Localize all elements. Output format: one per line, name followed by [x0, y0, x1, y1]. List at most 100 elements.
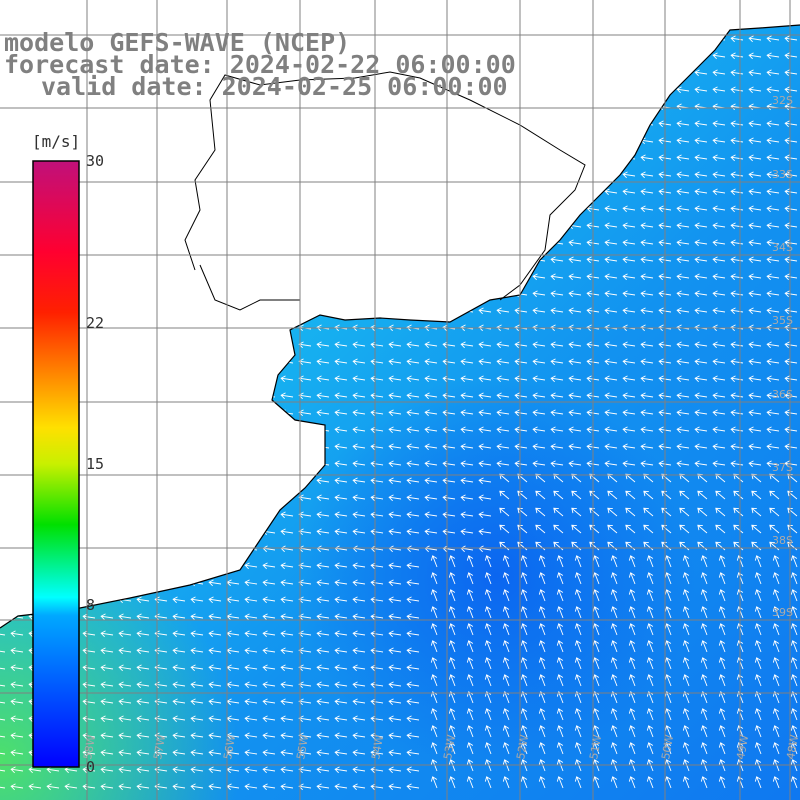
wind-arrow	[442, 409, 456, 417]
wind-arrow	[496, 460, 510, 468]
wind-arrow	[697, 473, 708, 483]
wind-arrow	[772, 708, 780, 721]
wind-arrow	[736, 589, 744, 602]
wind-arrow	[628, 725, 636, 738]
wind-arrow	[208, 647, 222, 655]
wind-arrow	[502, 623, 510, 636]
wind-arrow	[736, 606, 744, 619]
wind-arrow	[766, 341, 780, 349]
wind-arrow	[466, 589, 474, 602]
colorbar-tick-label: 15	[86, 455, 105, 473]
wind-arrow	[352, 477, 366, 485]
wind-arrow	[736, 572, 744, 585]
wind-arrow	[316, 732, 330, 740]
wind-arrow	[766, 392, 780, 400]
wind-arrow	[352, 630, 366, 638]
wind-arrow	[496, 341, 510, 349]
wind-arrow	[190, 613, 204, 621]
wind-arrow	[502, 657, 510, 670]
wind-arrow	[316, 613, 330, 621]
wind-arrow	[499, 541, 510, 551]
wind-arrow	[679, 541, 690, 551]
wind-arrow	[484, 691, 492, 704]
wind-arrow	[406, 766, 420, 774]
wind-arrow	[478, 358, 492, 366]
wind-arrow	[172, 664, 186, 672]
wind-arrow	[244, 732, 258, 740]
wind-arrow	[280, 783, 294, 791]
wind-arrow	[334, 749, 348, 757]
wind-arrow	[748, 52, 762, 60]
wind-arrow	[679, 524, 690, 534]
wind-arrow	[520, 572, 528, 585]
wind-arrow	[118, 647, 132, 655]
wind-arrow	[532, 358, 546, 366]
wind-arrow	[406, 358, 420, 366]
wind-arrow	[448, 657, 456, 670]
wind-arrow	[208, 630, 222, 638]
wind-arrow	[574, 640, 582, 653]
wind-arrow	[406, 664, 420, 672]
wind-arrow	[442, 443, 456, 451]
wind-arrow	[334, 341, 348, 349]
wind-arrow	[553, 490, 564, 500]
wind-arrow	[538, 776, 546, 789]
wind-arrow	[733, 490, 744, 500]
wind-arrow	[370, 511, 384, 519]
wind-arrow	[676, 205, 690, 213]
wind-arrow	[484, 572, 492, 585]
wind-arrow	[502, 708, 510, 721]
wind-arrow	[640, 409, 654, 417]
wind-arrow	[406, 375, 420, 383]
wind-arrow	[484, 555, 492, 568]
wind-arrow	[604, 358, 618, 366]
wind-arrow	[502, 555, 510, 568]
wind-arrow	[640, 392, 654, 400]
wind-arrow	[712, 358, 726, 366]
wind-arrow	[520, 640, 528, 653]
wind-arrow	[730, 392, 744, 400]
wind-arrow	[748, 222, 762, 230]
wind-arrow	[664, 640, 672, 653]
wind-arrow	[592, 572, 600, 585]
wind-arrow	[316, 511, 330, 519]
wind-arrow	[700, 623, 708, 636]
wind-arrow	[496, 375, 510, 383]
wind-arrow	[28, 766, 42, 774]
wind-arrow	[679, 490, 690, 500]
wind-arrow	[496, 409, 510, 417]
wind-arrow	[628, 555, 636, 568]
wind-arrow	[568, 426, 582, 434]
wind-arrow	[592, 776, 600, 789]
wind-arrow	[136, 664, 150, 672]
wind-arrow	[718, 606, 726, 619]
wind-arrow	[442, 426, 456, 434]
wind-arrow	[550, 256, 564, 264]
wind-arrow	[556, 674, 564, 687]
wind-arrow	[784, 358, 798, 366]
wind-arrow	[172, 749, 186, 757]
wind-arrow	[280, 613, 294, 621]
wind-arrow	[784, 256, 798, 264]
wind-arrow	[622, 375, 636, 383]
wind-arrow	[730, 52, 744, 60]
wind-arrow	[538, 555, 546, 568]
wind-arrow	[694, 426, 708, 434]
wind-arrow	[712, 86, 726, 94]
wind-arrow	[715, 473, 726, 483]
wind-arrow	[682, 725, 690, 738]
wind-arrow	[646, 606, 654, 619]
wind-arrow	[466, 657, 474, 670]
lat-label: 38S	[772, 534, 793, 547]
wind-arrow	[538, 657, 546, 670]
wind-arrow	[298, 732, 312, 740]
wind-arrow	[769, 490, 780, 500]
wind-arrow	[316, 375, 330, 383]
wind-arrow	[646, 572, 654, 585]
wind-arrow	[370, 749, 384, 757]
wind-arrow	[556, 691, 564, 704]
wind-arrow	[604, 256, 618, 264]
wind-arrow	[733, 524, 744, 534]
wind-arrow	[550, 341, 564, 349]
wind-arrow	[370, 681, 384, 689]
